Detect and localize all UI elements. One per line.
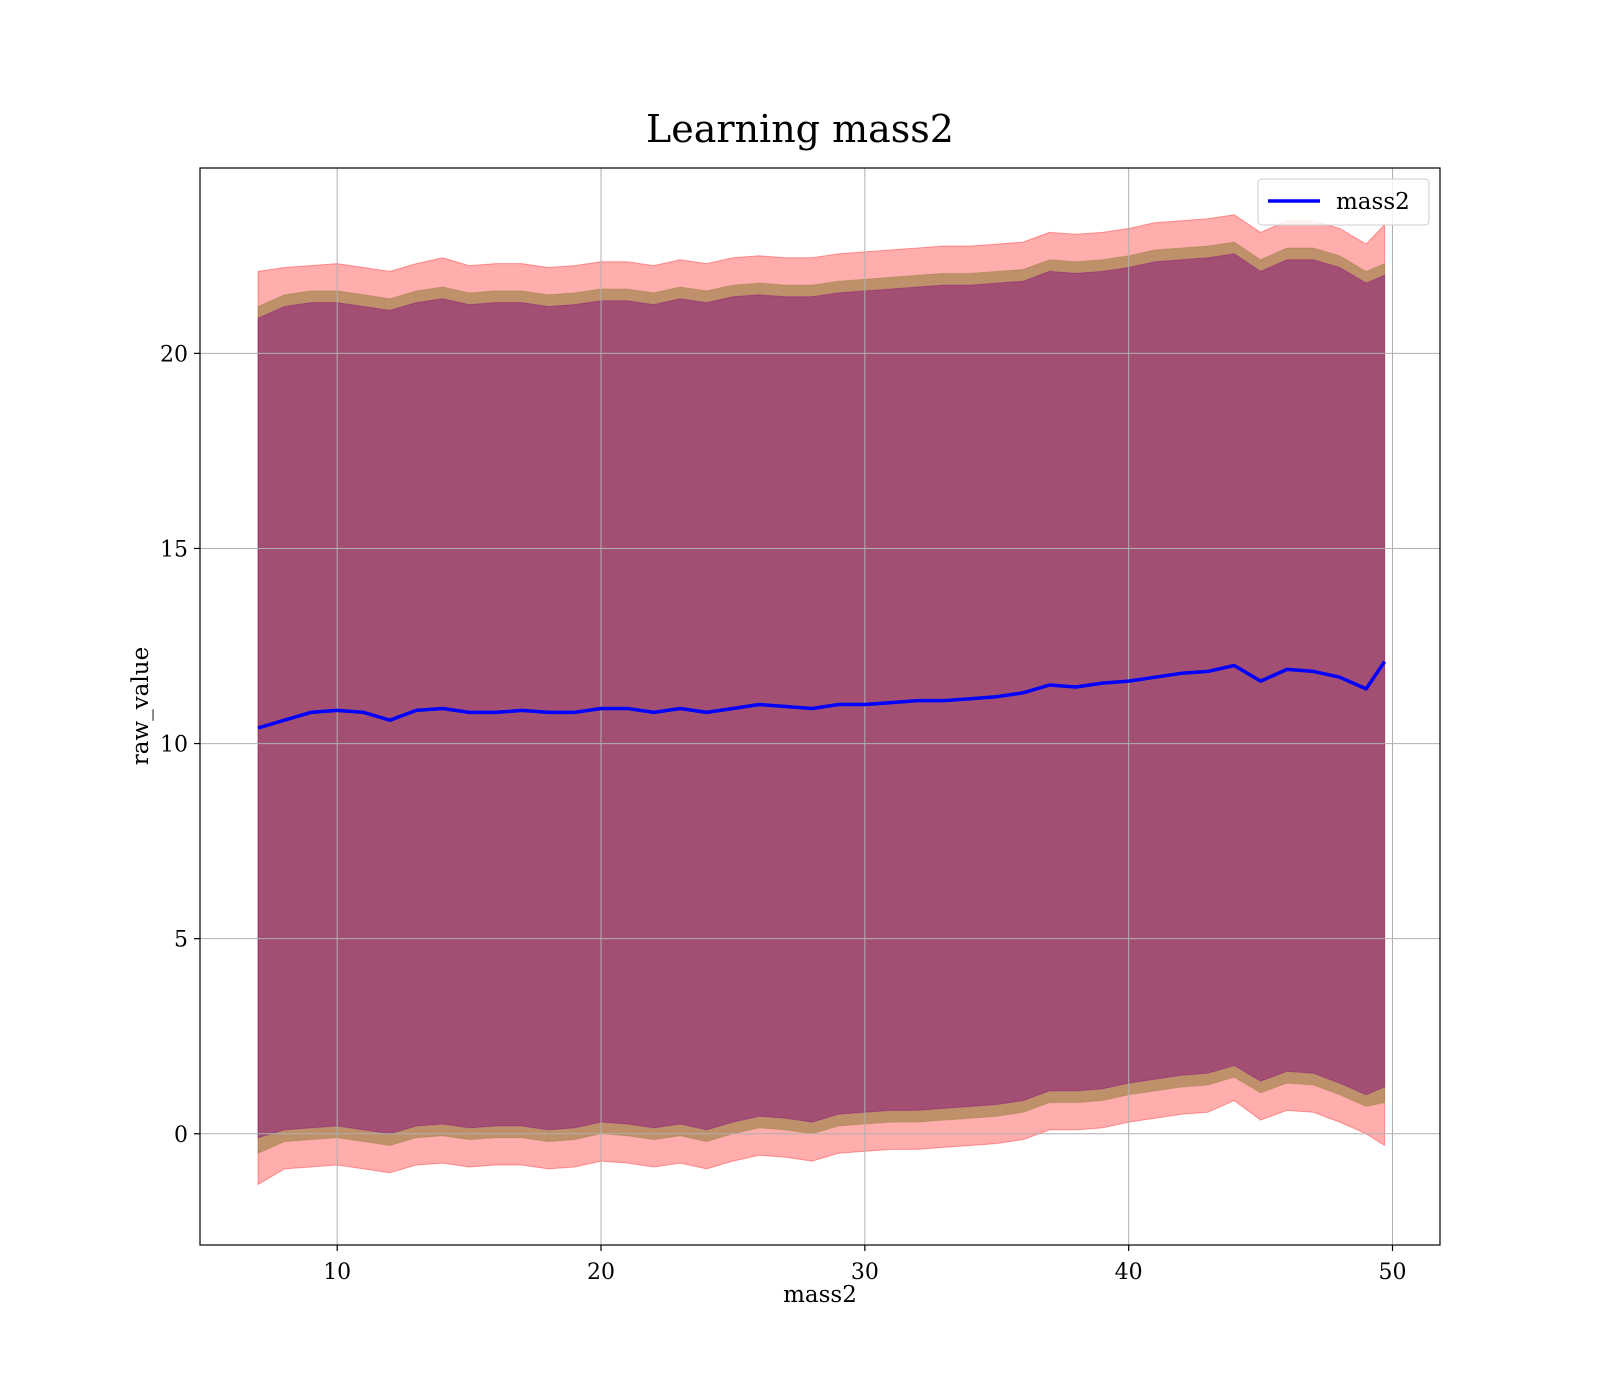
legend-label-mass2: mass2 [1336, 189, 1410, 215]
y-tick-label: 5 [174, 928, 188, 953]
series-lines [257, 660, 1387, 730]
x-axis-label: mass2 [783, 1282, 857, 1308]
x-ticks: 10 20 30 40 50 [323, 1245, 1407, 1285]
y-tick-label: 10 [160, 733, 188, 758]
confidence-bands [257, 214, 1386, 1186]
x-tick-label: 30 [851, 1260, 879, 1285]
x-tick-label: 40 [1115, 1260, 1143, 1285]
series-line-mass2 [257, 660, 1387, 730]
x-tick-label: 50 [1379, 1260, 1407, 1285]
x-tick-label: 20 [587, 1260, 615, 1285]
legend: mass2 [1257, 178, 1430, 226]
y-axis-label: raw_value [128, 647, 154, 765]
plot-frame [199, 167, 1441, 1246]
y-tick-label: 0 [174, 1123, 188, 1148]
x-tick-label: 10 [323, 1260, 351, 1285]
legend-box [1257, 178, 1430, 226]
y-tick-label: 15 [160, 537, 188, 562]
y-ticks: 0 5 10 15 20 [160, 342, 200, 1148]
chart-title: Learning mass2 [646, 107, 954, 151]
band-middle [257, 241, 1386, 1155]
grid [200, 168, 1440, 1245]
band-inner [257, 253, 1386, 1139]
y-tick-label: 20 [160, 342, 188, 367]
